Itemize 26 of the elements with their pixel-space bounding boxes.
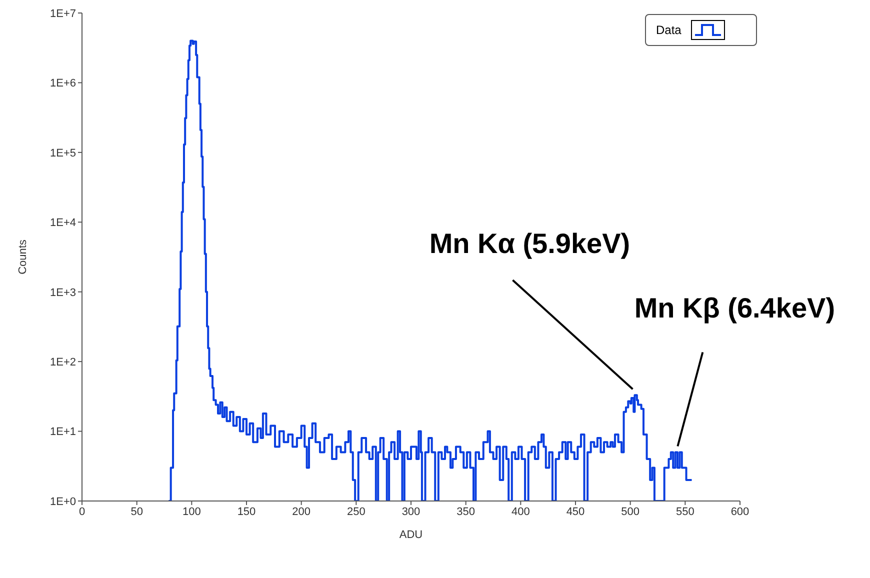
y-tick-label: 1E+1 [50,426,76,438]
x-tick-label: 550 [676,506,694,518]
x-tick-label: 250 [346,506,366,518]
x-tick-label: 150 [237,506,256,518]
x-axis-title: ADU [399,529,423,541]
x-tick-label: 0 [78,506,86,518]
legend-label: Data [656,23,682,37]
x-tick-label: 500 [621,506,640,518]
x-tick-label: 200 [292,506,311,518]
x-tick-label: 600 [730,506,750,518]
x-tick-label: 100 [182,506,201,518]
x-tick-label: 450 [566,506,585,518]
annotation: Mn Kα (5.9keV) [429,228,630,260]
y-tick-label: 1E+7 [50,8,76,20]
x-tick-label: 400 [511,506,530,518]
y-tick-label: 1E+2 [50,356,76,368]
y-tick-label: 1E+6 [50,78,76,90]
annotation: Mn Kβ (6.4keV) [634,292,836,324]
y-tick-label: 1E+3 [50,286,76,299]
y-tick-label: 1E+4 [50,217,76,230]
y-tick-label: 1E+0 [50,496,76,508]
y-axis-title: Counts [16,239,29,274]
x-tick-label: 50 [130,506,143,518]
y-tick-label: 1E+5 [50,147,76,160]
x-tick-label: 300 [402,506,420,518]
x-tick-label: 350 [456,506,476,518]
